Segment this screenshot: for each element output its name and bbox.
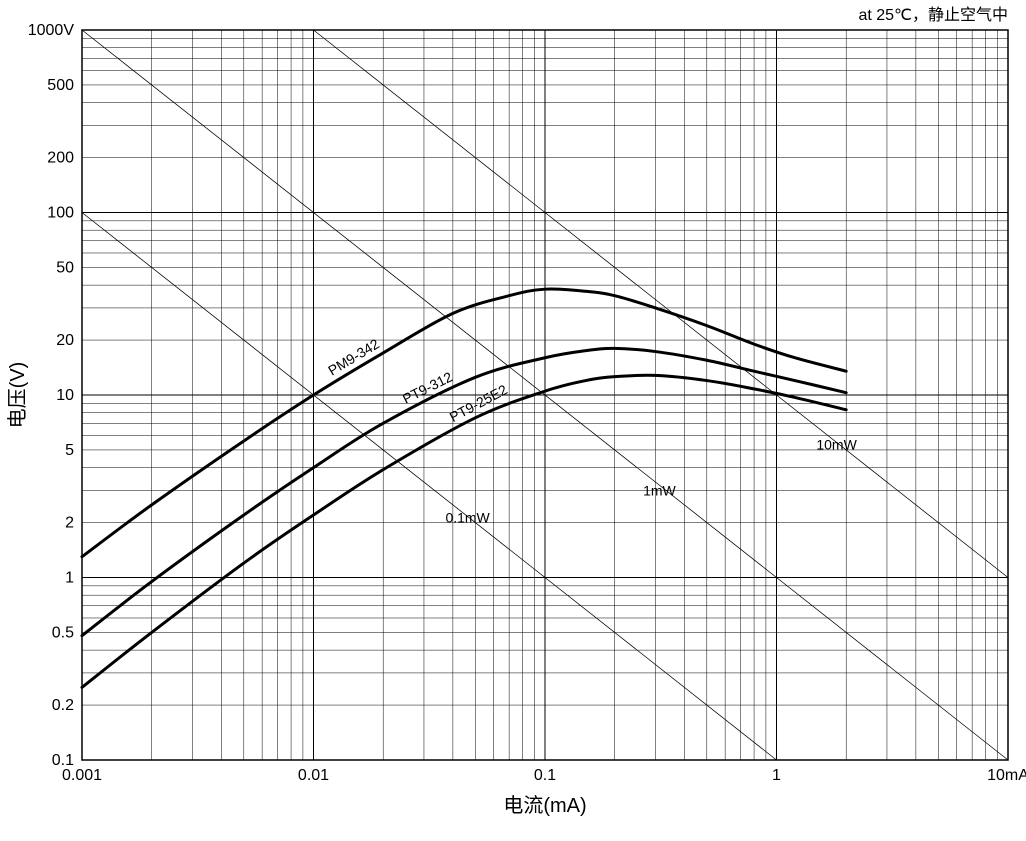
x-axis-label: 电流(mA) xyxy=(503,794,586,817)
y-tick-label: 200 xyxy=(47,150,74,167)
x-tick-label: 0.001 xyxy=(62,767,102,784)
curve-label: PT9-25E2 xyxy=(447,381,510,425)
power-line-label: 1mW xyxy=(643,483,676,499)
y-tick-label: 10 xyxy=(56,387,74,404)
condition-label: at 25℃，静止空气中 xyxy=(858,6,1008,24)
y-tick-label: 5 xyxy=(65,442,74,459)
x-tick-label: 0.01 xyxy=(298,767,329,784)
curve-PT9-25E2 xyxy=(82,375,846,687)
y-tick-label: 100 xyxy=(47,205,74,222)
y-tick-label: 50 xyxy=(56,259,74,276)
power-line-label: 0.1mW xyxy=(445,509,490,525)
y-tick-label: 500 xyxy=(47,77,74,94)
y-axis-label: 电压(V) xyxy=(6,362,29,429)
x-tick-label: 0.1 xyxy=(534,767,556,784)
y-tick-label: 20 xyxy=(56,332,74,349)
y-tick-label: 0.2 xyxy=(52,697,74,714)
y-tick-label: 0.1 xyxy=(52,752,74,769)
y-tick-label: 1 xyxy=(65,570,74,587)
y-tick-label: 1000V xyxy=(28,22,75,39)
x-tick-label: 1 xyxy=(772,767,781,784)
y-tick-label: 2 xyxy=(65,515,74,532)
curve-PT9-312 xyxy=(82,348,846,635)
vi-characteristic-chart: 0.1mW1mW10mWPM9-342PT9-312PT9-25E20.0010… xyxy=(0,0,1026,841)
y-tick-label: 0.5 xyxy=(52,624,74,641)
x-tick-label: 10mA xyxy=(987,767,1026,784)
power-line-label: 10mW xyxy=(816,437,857,453)
